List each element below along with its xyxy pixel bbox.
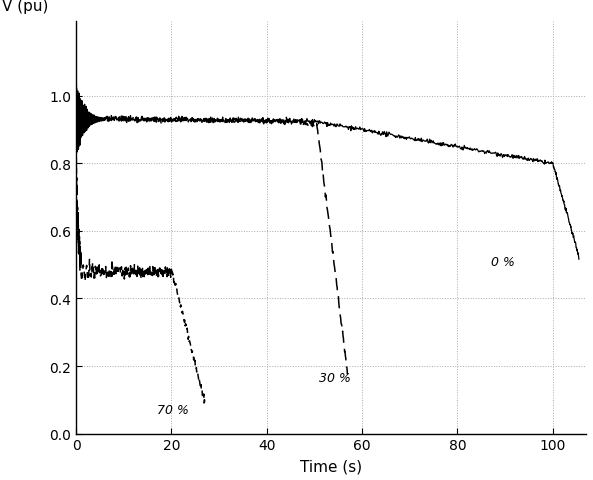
X-axis label: Time (s): Time (s) [300,458,362,473]
Text: 0 %: 0 % [491,255,515,268]
Text: 70 %: 70 % [157,404,189,417]
Y-axis label: V (pu): V (pu) [2,0,48,14]
Text: 30 %: 30 % [319,372,351,384]
